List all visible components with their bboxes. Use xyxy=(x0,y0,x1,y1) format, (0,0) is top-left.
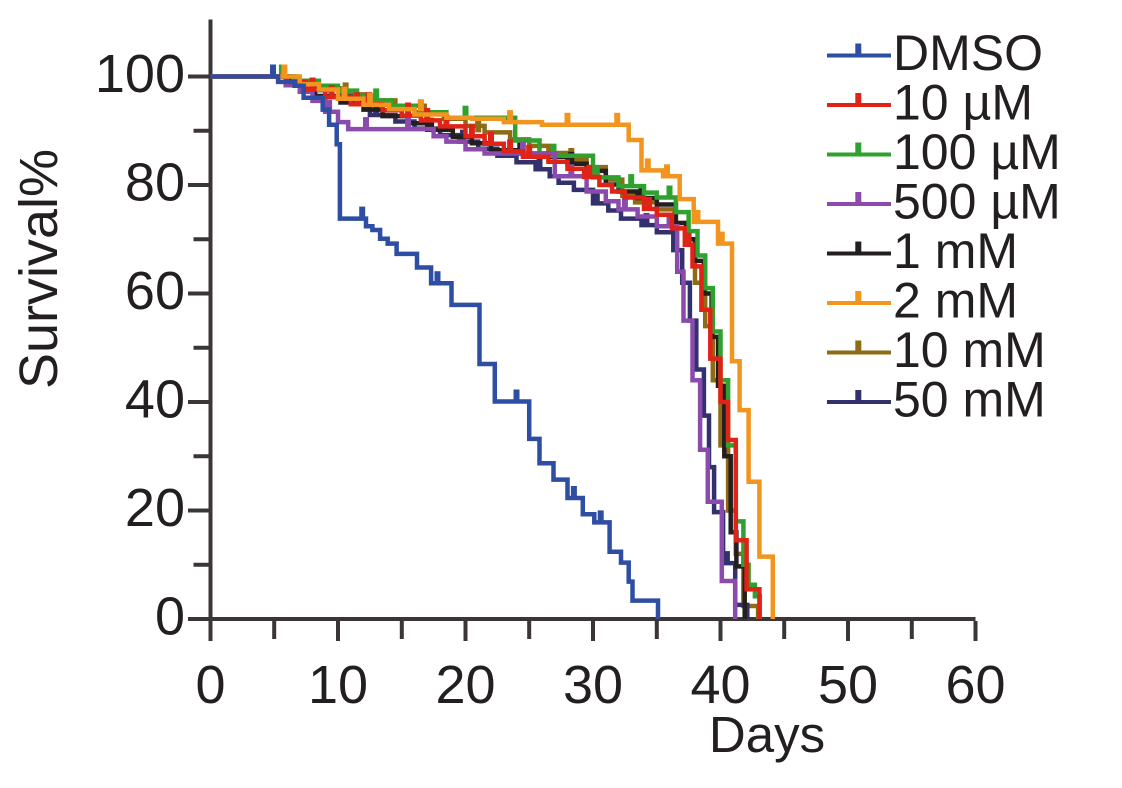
svg-text:Survival%: Survival% xyxy=(9,149,69,389)
svg-text:10: 10 xyxy=(308,655,368,715)
svg-text:60: 60 xyxy=(125,261,185,321)
svg-text:40: 40 xyxy=(690,655,750,715)
svg-text:20: 20 xyxy=(125,478,185,538)
svg-text:Days: Days xyxy=(709,706,825,763)
svg-text:0: 0 xyxy=(195,655,225,715)
svg-text:0: 0 xyxy=(155,587,185,647)
svg-text:60: 60 xyxy=(945,655,1005,715)
svg-text:20: 20 xyxy=(435,655,495,715)
svg-text:500 µM: 500 µM xyxy=(893,174,1061,230)
svg-text:DMSO: DMSO xyxy=(893,25,1043,81)
svg-text:1 mM: 1 mM xyxy=(893,223,1018,279)
svg-text:50 mM: 50 mM xyxy=(893,372,1046,428)
svg-text:40: 40 xyxy=(125,370,185,430)
svg-text:10 mM: 10 mM xyxy=(893,322,1046,378)
svg-text:30: 30 xyxy=(563,655,623,715)
svg-text:100: 100 xyxy=(95,44,185,104)
svg-text:10 µM: 10 µM xyxy=(893,75,1033,131)
svg-text:50: 50 xyxy=(818,655,878,715)
svg-text:80: 80 xyxy=(125,153,185,213)
svg-text:2 mM: 2 mM xyxy=(893,273,1018,329)
svg-text:100 µM: 100 µM xyxy=(893,124,1061,180)
